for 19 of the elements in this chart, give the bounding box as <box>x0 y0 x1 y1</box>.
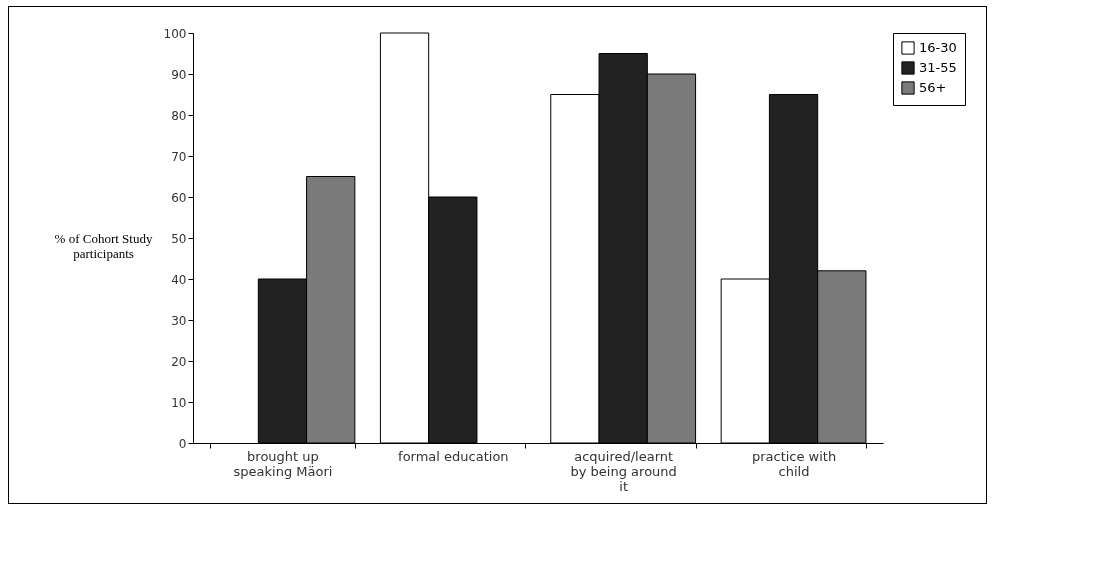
y-tick-label: 10 <box>171 395 187 410</box>
y-tick-label: 50 <box>171 231 187 246</box>
y-tick-label: 90 <box>171 67 187 82</box>
y-tick-label: 100 <box>163 26 187 41</box>
y-tick-label: 30 <box>171 313 187 328</box>
legend-label: 31-55 <box>919 60 957 75</box>
y-tick-label: 70 <box>171 149 187 164</box>
x-tick-label: brought up speaking Mäori <box>233 448 333 479</box>
y-tick-label: 0 <box>178 436 187 451</box>
y-tick-label: 60 <box>171 190 187 205</box>
legend-label: 16-30 <box>919 40 957 55</box>
y-axis-title: % of Cohort Study participants <box>54 230 153 261</box>
x-tick-label: practice with child <box>751 448 837 479</box>
x-tick-label: acquired/learnt by being around it <box>570 448 677 494</box>
legend-label: 56+ <box>919 80 947 95</box>
y-tick-label: 20 <box>171 354 187 369</box>
y-tick-label: 40 <box>171 272 187 287</box>
x-tick-label: formal education <box>398 448 509 464</box>
y-tick-label: 80 <box>171 108 187 123</box>
